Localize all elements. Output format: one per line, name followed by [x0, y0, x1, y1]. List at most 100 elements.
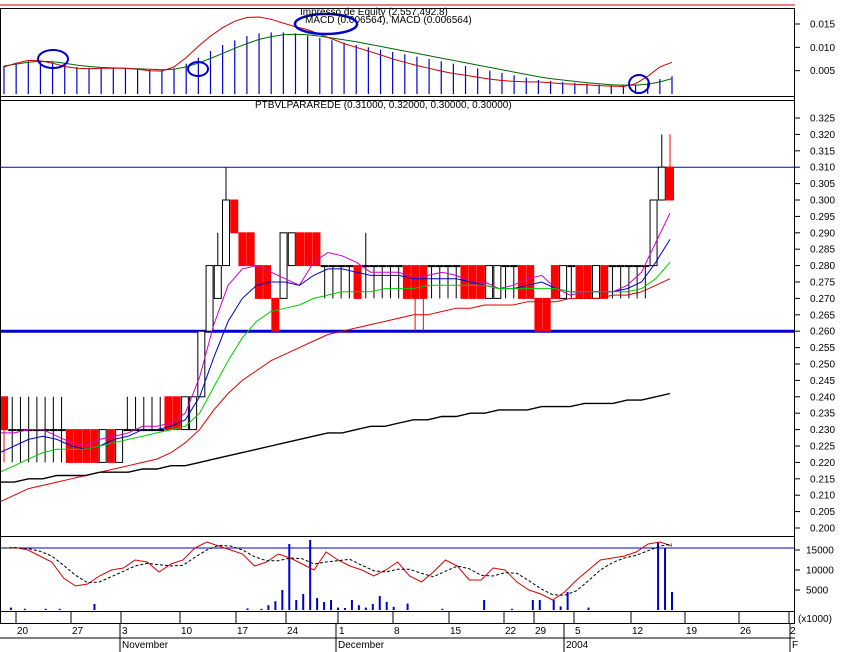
candle-body [49, 429, 58, 432]
candle-body [657, 166, 666, 201]
candle-body [222, 199, 230, 267]
date-tick-label: 29 [535, 626, 547, 637]
price-tick-label: 0.210 [810, 491, 835, 502]
candle-body [583, 265, 592, 299]
candle-body [16, 429, 25, 432]
candle-body [518, 265, 526, 299]
candle-body [74, 429, 82, 463]
candle-body [271, 297, 280, 332]
candle-body [567, 265, 576, 268]
candle-body [493, 265, 502, 299]
candle-body [320, 265, 329, 268]
price-title: PTBVLPARAREDE (0.31000, 0.32000, 0.30000… [255, 100, 512, 111]
candle-body [0, 396, 8, 431]
candle-body [509, 265, 518, 268]
price-tick-label: 0.240 [810, 392, 835, 403]
candle-body [666, 166, 674, 201]
candle-body [164, 396, 173, 431]
price-tick-label: 0.250 [810, 360, 835, 371]
candle-body [328, 265, 337, 268]
date-tick-label: 26 [740, 626, 752, 637]
price-tick-label: 0.285 [810, 245, 835, 256]
candle-body [501, 265, 510, 268]
candle-body [526, 265, 535, 299]
highlight-ellipse [293, 12, 359, 36]
candle-body [90, 429, 99, 463]
candle-body [230, 199, 239, 234]
price-tick-label: 0.260 [810, 327, 835, 338]
moving-average-magenta [0, 212, 671, 447]
macd-title: Impresso de Equity (2,557,492.8) [300, 7, 448, 18]
candle-body [106, 429, 115, 463]
macd-tick-label: 0.005 [810, 66, 835, 77]
date-tick-label: 5 [575, 626, 581, 637]
candle-body [402, 265, 411, 299]
candle-body [600, 265, 609, 299]
candle-body [353, 265, 362, 299]
candle-body [592, 265, 600, 299]
stochastic-d-line [3, 543, 673, 596]
candle-body [189, 396, 198, 431]
date-tick-label: 2 [790, 626, 796, 637]
date-tick-label: 10 [181, 626, 193, 637]
date-tick-label: 8 [394, 626, 400, 637]
candle-body [337, 265, 346, 268]
candle-body [370, 265, 378, 268]
date-tick-label: 3 [122, 626, 128, 637]
moving-average-red [0, 278, 671, 503]
candle-body [287, 232, 296, 267]
candle-body [624, 265, 633, 268]
price-tick-label: 0.320 [810, 130, 835, 141]
candle-body [279, 232, 288, 299]
highlight-ellipse [628, 74, 650, 94]
moving-average-black [0, 392, 671, 483]
candle-body [57, 429, 66, 432]
date-tick-label: 20 [17, 626, 29, 637]
price-tick-label: 0.305 [810, 179, 835, 190]
date-axis-frame [0, 611, 795, 624]
moving-average-green [0, 261, 671, 473]
price-tick-label: 0.245 [810, 376, 835, 387]
candle-body [312, 232, 321, 267]
macd-line [3, 16, 673, 88]
price-tick-label: 0.290 [810, 228, 835, 239]
volume-unit-label: (x1000) [798, 614, 832, 625]
candle-body [649, 199, 658, 267]
date-tick-label: 17 [237, 626, 249, 637]
candle-body [296, 232, 304, 267]
candle-body [361, 265, 370, 268]
candle-body [386, 265, 395, 268]
axes-group: 0.325 0.320 0.315 0.310 0.305 0.300 0.295 0.290… [0, 4, 835, 652]
date-tick-label: 12 [632, 626, 644, 637]
candle-body [172, 396, 181, 431]
candle-body [213, 265, 222, 299]
price-tick-label: 0.215 [810, 474, 835, 485]
price-tick-label: 0.270 [810, 294, 835, 305]
candle-body [427, 265, 436, 268]
price-tick-label: 0.310 [810, 163, 835, 174]
price-tick-label: 0.295 [810, 212, 835, 223]
stochastic-panel [0, 540, 795, 610]
candle-body [238, 232, 247, 267]
volume-tick-label: 5000 [806, 586, 829, 597]
price-tick-label: 0.225 [810, 442, 835, 453]
candle-body [246, 232, 255, 267]
price-tick-label: 0.275 [810, 278, 835, 289]
candle-body [452, 265, 461, 268]
price-tick-label: 0.200 [810, 524, 835, 535]
candle-body [542, 297, 551, 332]
date-tick-label: 15 [450, 626, 462, 637]
candle-body [485, 265, 494, 299]
price-tick-label: 0.255 [810, 343, 835, 354]
date-tick-label: 1 [339, 626, 345, 637]
date-tick-label: 22 [505, 626, 517, 637]
candle-body [345, 265, 354, 268]
candle-body [411, 265, 420, 299]
macd-tick-label: 0.015 [810, 20, 835, 31]
month-label: November [122, 640, 169, 651]
highlight-ellipse [187, 61, 209, 77]
price-panel [0, 134, 795, 503]
volume-tick-label: 10000 [806, 566, 834, 577]
